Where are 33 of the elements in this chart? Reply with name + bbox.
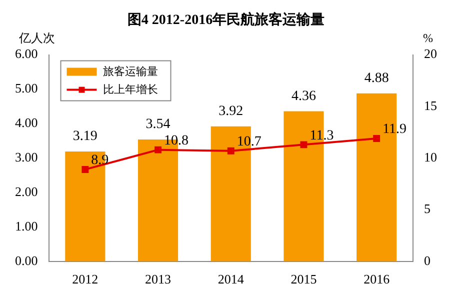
x-tick-label: 2016 <box>364 272 390 287</box>
x-tick-label: 2015 <box>290 272 317 287</box>
legend-label: 旅客运输量 <box>102 64 158 78</box>
y2-tick-label: 15 <box>424 98 437 113</box>
x-tick-label: 2014 <box>218 272 244 287</box>
y-tick-label: 3.00 <box>15 150 38 165</box>
point <box>300 141 308 148</box>
y2-tick-label: 0 <box>424 252 430 268</box>
y-tick-label: 6.00 <box>15 46 38 62</box>
y-axis-title: 亿人次 <box>18 30 55 45</box>
y-tick-label: 1.00 <box>15 218 38 234</box>
point <box>82 166 89 173</box>
y2-tick-label: 5 <box>424 201 430 216</box>
chart-title: 图4 2012-2016年民航旅客运输量 <box>127 11 325 28</box>
data-label: 3.19 <box>72 129 98 144</box>
y2-tick-label: 20 <box>424 46 437 62</box>
data-label: 4.88 <box>364 71 389 86</box>
legend-label: 比上年增长 <box>102 82 158 96</box>
data-label: 10.8 <box>164 134 189 149</box>
point <box>154 146 162 154</box>
data-label: 4.36 <box>291 88 316 104</box>
y-tick-label: 4.00 <box>15 115 38 130</box>
data-label: 3.92 <box>218 104 244 120</box>
y-tick-label: 0.00 <box>15 252 38 268</box>
data-label: 3.54 <box>146 117 170 132</box>
y2-tick-label: 10 <box>424 150 437 165</box>
y-tick-label: 2.00 <box>15 184 38 199</box>
x-tick-label: 2013 <box>145 272 172 287</box>
point <box>227 147 234 154</box>
y-tick-label: 5.00 <box>15 80 38 96</box>
y2-axis-title: % <box>423 30 433 45</box>
point <box>373 135 380 142</box>
x-tick-label: 2012 <box>72 272 98 287</box>
